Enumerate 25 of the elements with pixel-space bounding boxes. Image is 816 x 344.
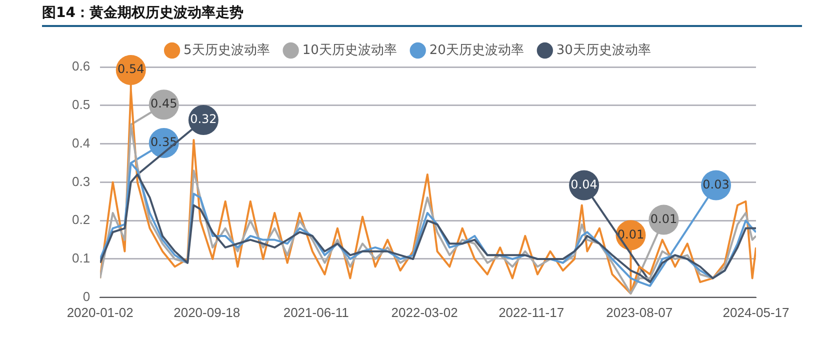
y-tick-label: 0 bbox=[82, 288, 90, 304]
y-tick-label: 0.6 bbox=[72, 58, 90, 74]
y-tick-label: 0.4 bbox=[72, 135, 90, 150]
annotation: 0.01 bbox=[650, 212, 678, 226]
x-tick-label: 2021-06-11 bbox=[283, 304, 349, 320]
x-tick-label: 2022-03-02 bbox=[391, 304, 458, 320]
annotation: 0.45 bbox=[150, 96, 178, 111]
annotation: 0.04 bbox=[570, 177, 598, 192]
x-tick-label: 2020-01-02 bbox=[66, 304, 134, 320]
legend-label: 20天历史波动率 bbox=[429, 42, 524, 58]
x-tick-label: 2022-11-17 bbox=[498, 304, 564, 320]
y-tick-label: 0.2 bbox=[72, 212, 90, 228]
y-tick-label: 0.3 bbox=[72, 174, 90, 189]
chart-title: 图14：黄金期权历史波动率走势 bbox=[42, 4, 802, 27]
legend-label: 10天历史波动率 bbox=[302, 42, 397, 58]
annotation: 0.54 bbox=[118, 62, 144, 76]
legend-label: 5天历史波动率 bbox=[184, 42, 270, 58]
annotation: 0.32 bbox=[190, 112, 217, 126]
x-tick-label: 2024-05-17 bbox=[722, 304, 790, 320]
legend-label: 30天历史波动率 bbox=[556, 42, 651, 58]
x-tick-label: 2020-09-18 bbox=[174, 304, 240, 320]
y-tick-label: 0.5 bbox=[72, 96, 90, 112]
x-tick-label: 2023-08-07 bbox=[606, 304, 673, 320]
annotation: 0.03 bbox=[702, 177, 730, 192]
y-tick-label: 0.1 bbox=[72, 250, 90, 266]
